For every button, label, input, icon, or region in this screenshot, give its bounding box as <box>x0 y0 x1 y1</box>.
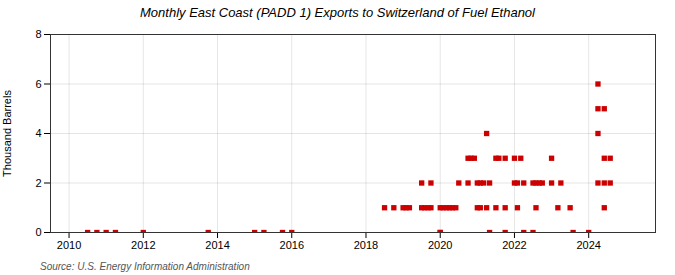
svg-text:2: 2 <box>35 177 41 189</box>
svg-text:2022: 2022 <box>502 239 526 251</box>
svg-text:2018: 2018 <box>354 239 378 251</box>
html-text:Source: U.S. Energy Informatio: Source: U.S. Energy Information Administ… <box>40 261 250 272</box>
svg-text:2016: 2016 <box>280 239 304 251</box>
svg-text:2012: 2012 <box>131 239 155 251</box>
svg-text:6: 6 <box>35 78 41 90</box>
svg-text:2010: 2010 <box>57 239 81 251</box>
svg-text:Thousand Barrels: Thousand Barrels <box>1 90 13 177</box>
svg-text:0: 0 <box>35 226 41 238</box>
svg-text:2014: 2014 <box>205 239 229 251</box>
html-text:Monthly East Coast (PADD 1) Ex: Monthly East Coast (PADD 1) Exports to S… <box>140 5 535 20</box>
svg-text:4: 4 <box>35 127 41 139</box>
svg-text:8: 8 <box>35 28 41 40</box>
svg-text:2020: 2020 <box>428 239 452 251</box>
svg-text:2024: 2024 <box>576 239 600 251</box>
